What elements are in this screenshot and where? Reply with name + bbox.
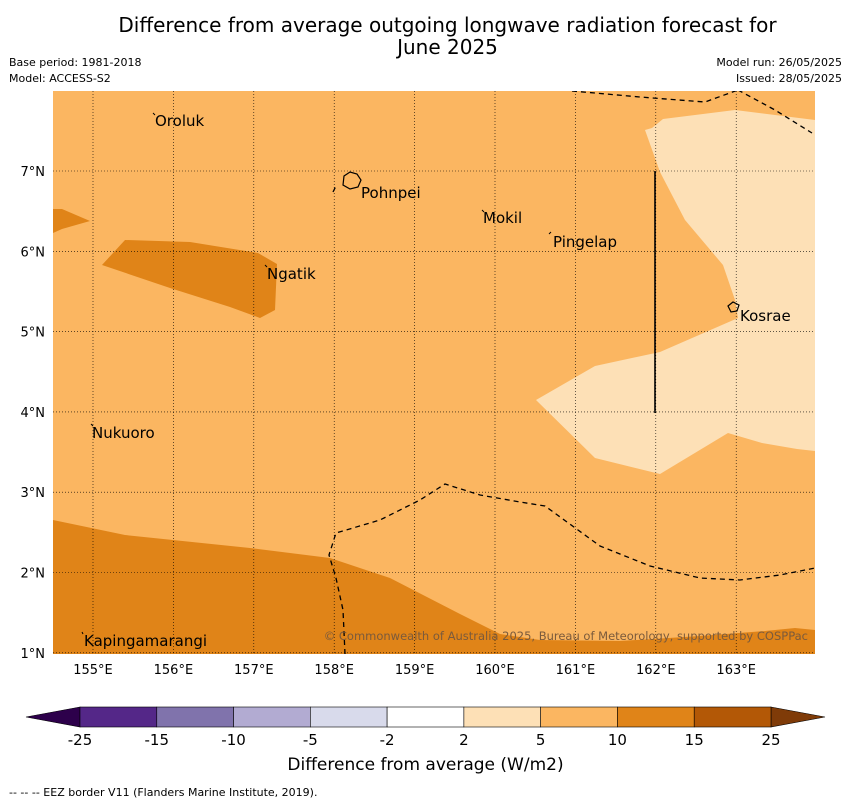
- issued-date: Issued: 28/05/2025: [735, 72, 842, 85]
- place-label-pingelap: Pingelap: [553, 233, 617, 251]
- region-10-15-west: [53, 209, 90, 233]
- place-label-nukuoro: Nukuoro: [92, 424, 155, 442]
- base-period: Base period: 1981-2018: [9, 56, 142, 69]
- longitude-label: 161°E: [556, 663, 596, 678]
- kosrae-island: [727, 301, 740, 313]
- island-marks: [81, 112, 552, 635]
- place-label-ngatik: Ngatik: [267, 265, 316, 283]
- longitude-label: 155°E: [73, 663, 113, 678]
- latitude-label: 6°N: [21, 245, 46, 260]
- eez-border-pohnpei: [332, 185, 337, 193]
- colorbar-tick-label: -25: [68, 731, 93, 749]
- colorbar-bin: [233, 706, 311, 728]
- eez-footnote: -- -- -- EEZ border V11 (Flanders Marine…: [9, 786, 318, 799]
- colorbar-bin: [463, 706, 541, 728]
- colorbar-bin: [693, 706, 772, 728]
- graticule: [53, 91, 815, 654]
- longitude-label: 163°E: [716, 663, 756, 678]
- model-name: Model: ACCESS-S2: [9, 72, 111, 85]
- latitude-labels: 7°N 6°N 5°N 4°N 3°N 2°N 1°N: [21, 165, 46, 662]
- place-label-oroluk: Oroluk: [155, 112, 204, 130]
- latitude-label: 7°N: [21, 165, 46, 180]
- colorbar-over-arrow: [770, 706, 826, 728]
- colorbar-tick-label: -15: [145, 731, 170, 749]
- eez-border-south: [328, 483, 815, 654]
- region-10-15-south: [53, 520, 815, 654]
- copyright-notice: © Commonwealth of Australia 2025, Bureau…: [324, 629, 808, 643]
- longitude-labels: 155°E 156°E 157°E 158°E 159°E 160°E 161°E 162°E…: [73, 663, 756, 678]
- eez-border-top: [571, 91, 738, 103]
- colorbar-bin: [617, 706, 695, 728]
- longitude-label: 160°E: [475, 663, 515, 678]
- longitude-label: 157°E: [234, 663, 274, 678]
- place-labels: Oroluk Pohnpei Mokil Pingelap Ngatik Kos…: [84, 112, 791, 650]
- colorbar-tick-label: 5: [536, 731, 546, 749]
- model-run: Model run: 26/05/2025: [716, 56, 842, 69]
- region-10-15-ngatik: [102, 240, 277, 318]
- place-label-mokil: Mokil: [483, 209, 522, 227]
- colorbar-tick-label: 15: [685, 731, 704, 749]
- latitude-label: 3°N: [21, 486, 46, 501]
- chart-title: Difference from average outgoing longwav…: [0, 14, 850, 58]
- meta-left: Base period: 1981-2018 Model: ACCESS-S2: [9, 55, 141, 87]
- latitude-label: 5°N: [21, 326, 46, 341]
- region-2-5-east: [536, 110, 815, 474]
- latitude-label: 1°N: [21, 647, 46, 662]
- place-label-kapingamarangi: Kapingamarangi: [84, 632, 207, 650]
- colorbar-tick-label: 2: [459, 731, 469, 749]
- place-label-kosrae: Kosrae: [740, 307, 791, 325]
- meta-right: Model run: 26/05/2025 Issued: 28/05/2025: [716, 55, 842, 87]
- colorbar-under-arrow: [25, 706, 81, 728]
- colorbar-label: Difference from average (W/m2): [287, 755, 564, 775]
- latitude-label: 2°N: [21, 567, 46, 582]
- colorbar-bin: [540, 706, 618, 728]
- colorbar-bin: [386, 706, 465, 728]
- colorbar-tick-label: 25: [761, 731, 780, 749]
- colorbar-tick-label: -5: [303, 731, 318, 749]
- longitude-label: 156°E: [154, 663, 194, 678]
- colorbar-tick-label: -2: [380, 731, 395, 749]
- colorbar-bin: [79, 706, 158, 728]
- title-line-2: June 2025: [397, 35, 498, 59]
- longitude-label: 159°E: [395, 663, 435, 678]
- colorbar-tick-label: -10: [221, 731, 246, 749]
- latitude-label: 4°N: [21, 406, 46, 421]
- longitude-label: 158°E: [314, 663, 354, 678]
- place-label-pohnpei: Pohnpei: [361, 184, 421, 202]
- colorbar: [25, 706, 826, 728]
- eez-borders: [328, 91, 815, 654]
- pohnpei-island: [342, 171, 362, 190]
- colorbar-ticks: -25 -15 -10 -5 -2 2 5 10 15 25: [68, 731, 781, 749]
- colorbar-bin: [156, 706, 234, 728]
- colorbar-bin: [310, 706, 388, 728]
- title-line-1: Difference from average outgoing longwav…: [118, 13, 777, 37]
- map-area: Oroluk Pohnpei Mokil Pingelap Ngatik Kos…: [53, 91, 815, 654]
- colorbar-tick-label: 10: [608, 731, 627, 749]
- longitude-label: 162°E: [636, 663, 676, 678]
